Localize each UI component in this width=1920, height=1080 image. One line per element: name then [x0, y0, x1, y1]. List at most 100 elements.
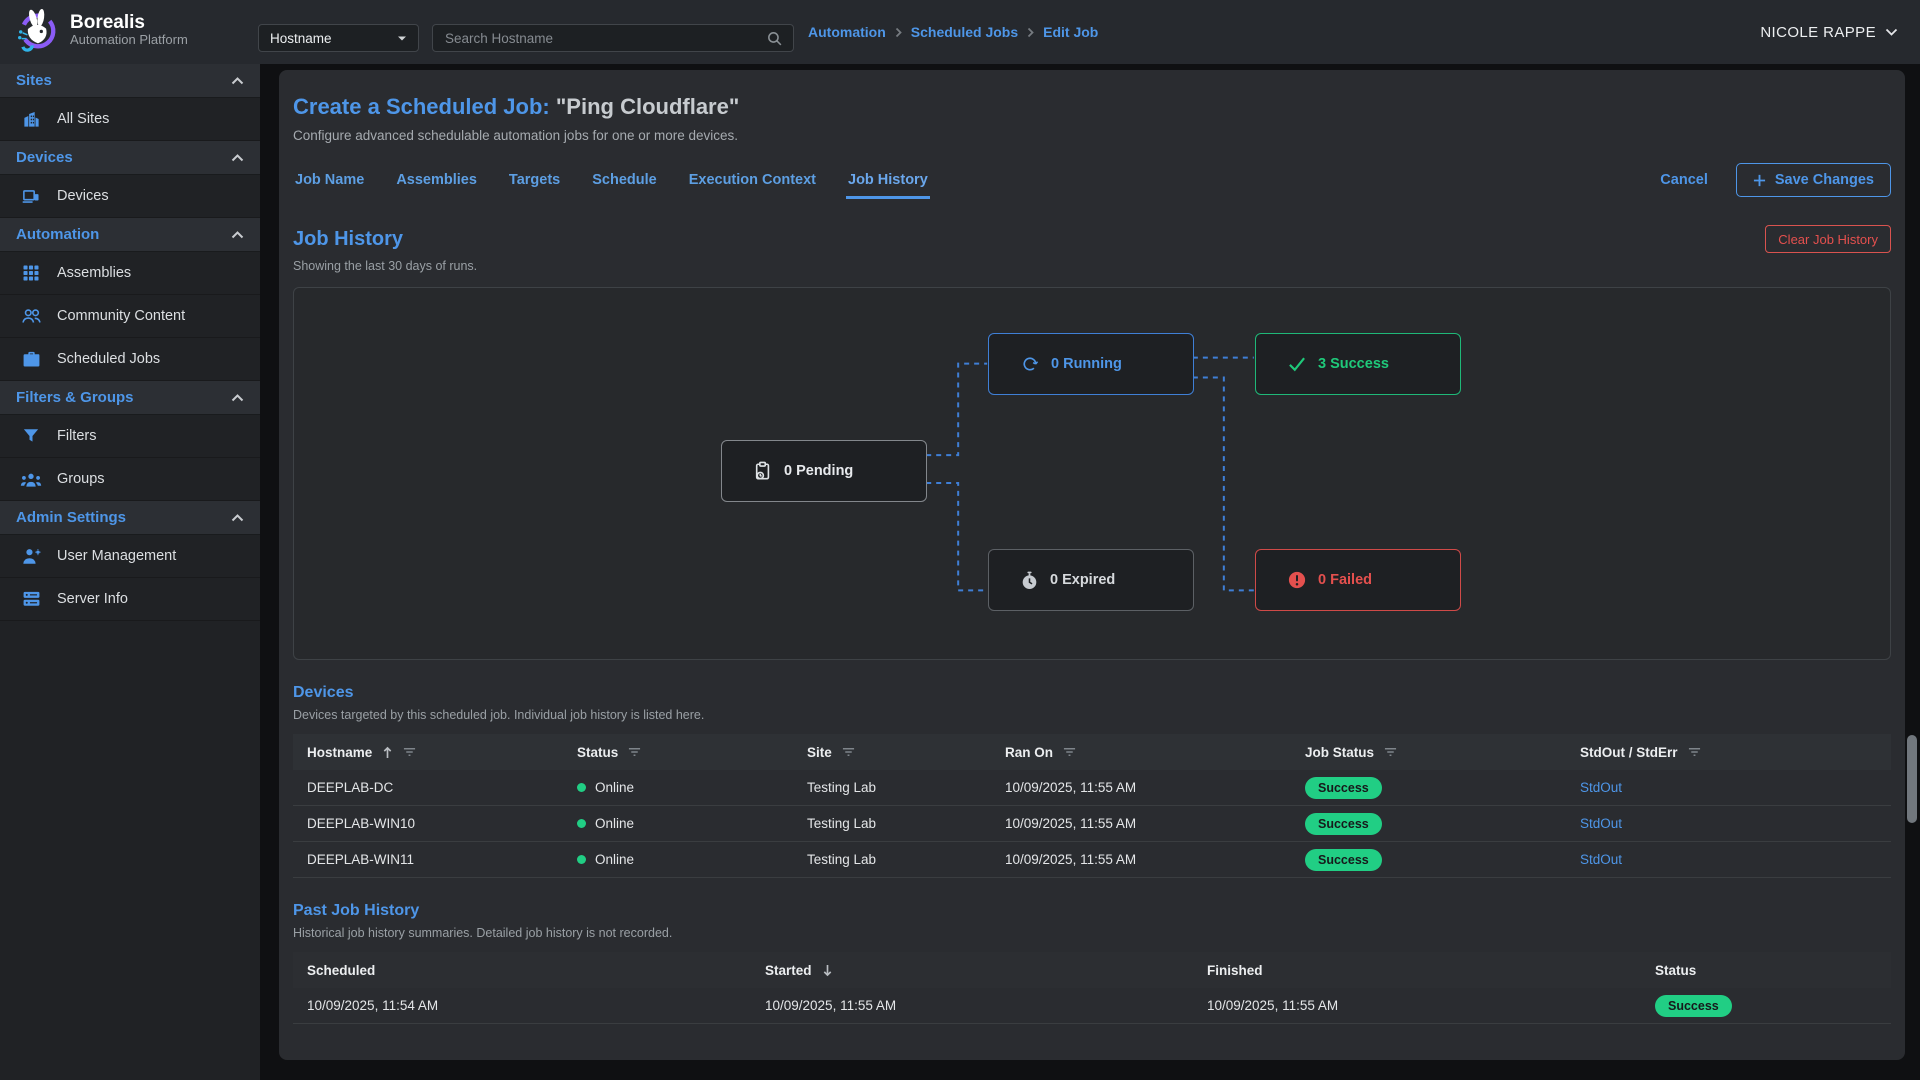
search-input[interactable]: [443, 29, 766, 47]
sidebar-section-devices[interactable]: Devices: [0, 141, 260, 175]
hostname-select-value: Hostname: [270, 30, 332, 46]
tab-job-name[interactable]: Job Name: [295, 171, 365, 188]
cell-scheduled: 10/09/2025, 11:54 AM: [307, 998, 439, 1013]
column-header-hostname[interactable]: Hostname: [307, 745, 577, 760]
sidebar-item-scheduled-jobs[interactable]: Scheduled Jobs: [0, 338, 260, 381]
breadcrumb-edit-job[interactable]: Edit Job: [1043, 24, 1099, 40]
column-label: Ran On: [1005, 744, 1054, 760]
sidebar-section-filters-groups[interactable]: Filters & Groups: [0, 381, 260, 415]
cell-job-status: Success: [1305, 812, 1580, 835]
sidebar-item-devices[interactable]: Devices: [0, 175, 260, 218]
filter-icon[interactable]: [403, 747, 416, 757]
sidebar-section-automation[interactable]: Automation: [0, 218, 260, 252]
chevron-right-icon: [1027, 27, 1034, 38]
column-header-started[interactable]: Started: [765, 963, 1207, 978]
sidebar-item-filters[interactable]: Filters: [0, 415, 260, 458]
stdout-link[interactable]: StdOut: [1580, 816, 1623, 831]
column-header-past-status[interactable]: Status: [1655, 963, 1891, 978]
device-table-row[interactable]: DEEPLAB-WIN10 Online Testing Lab 10/09/2…: [293, 806, 1891, 842]
sidebar-item-community-content[interactable]: Community Content: [0, 295, 260, 338]
tab-targets[interactable]: Targets: [508, 171, 561, 188]
past-job-history-subtitle: Historical job history summaries. Detail…: [293, 926, 673, 940]
cancel-button[interactable]: Cancel: [1660, 172, 1708, 188]
online-status-dot: [577, 783, 586, 792]
cell-job-status: Success: [1305, 848, 1580, 871]
funnel-icon: [20, 427, 42, 445]
cell-status: Online: [577, 852, 807, 867]
cell-ran-on: 10/09/2025, 11:55 AM: [1005, 852, 1137, 867]
plus-icon: [1753, 174, 1766, 187]
briefcase-icon: [20, 350, 42, 368]
sidebar-item-server-info[interactable]: Server Info: [0, 578, 260, 621]
tab-job-history[interactable]: Job History: [846, 162, 930, 199]
sidebar-item-groups[interactable]: Groups: [0, 458, 260, 501]
tab-execution-context[interactable]: Execution Context: [688, 171, 816, 188]
past-history-row[interactable]: 10/09/2025, 11:54 AM 10/09/2025, 11:55 A…: [293, 988, 1891, 1024]
tab-assemblies[interactable]: Assemblies: [396, 171, 477, 188]
device-table-row[interactable]: DEEPLAB-WIN11 Online Testing Lab 10/09/2…: [293, 842, 1891, 878]
item-label: Filters: [57, 428, 97, 444]
column-label: Finished: [1207, 962, 1263, 978]
column-label: StdOut / StdErr: [1580, 744, 1678, 760]
caret-down-icon: [397, 35, 407, 42]
status-text: Online: [595, 852, 635, 867]
past-job-history-heading: Past Job History: [293, 902, 420, 919]
column-header-site[interactable]: Site: [807, 745, 1005, 760]
column-label: Status: [577, 744, 619, 760]
column-header-ran-on[interactable]: Ran On: [1005, 745, 1305, 760]
breadcrumb-automation[interactable]: Automation: [808, 24, 886, 40]
column-label: Scheduled: [307, 962, 376, 978]
page-title-job-name: "Ping Cloudflare": [549, 94, 740, 119]
breadcrumb-scheduled-jobs[interactable]: Scheduled Jobs: [910, 24, 1019, 40]
chevron-up-icon: [231, 230, 244, 239]
sidebar-item-assemblies[interactable]: Assemblies: [0, 252, 260, 295]
sidebar-item-all-sites[interactable]: All Sites: [0, 98, 260, 141]
sync-arrows-icon: [1021, 355, 1039, 373]
column-label: Status: [1655, 962, 1697, 978]
sidebar-section-admin-settings[interactable]: Admin Settings: [0, 501, 260, 535]
cell-stdout: StdOut: [1580, 780, 1891, 795]
cell-hostname: DEEPLAB-WIN10: [307, 816, 416, 831]
stopwatch-icon: [1021, 571, 1038, 590]
chevron-up-icon: [231, 76, 244, 85]
sidebar-section-sites[interactable]: Sites: [0, 64, 260, 98]
stdout-link[interactable]: StdOut: [1580, 852, 1623, 867]
filter-icon[interactable]: [628, 747, 641, 757]
status-text: Online: [595, 780, 635, 795]
edit-job-card: Create a Scheduled Job: "Ping Cloudflare…: [279, 70, 1905, 1060]
flow-connectors: [926, 356, 1254, 592]
column-header-status[interactable]: Status: [577, 745, 807, 760]
breadcrumb: Automation Scheduled Jobs Edit Job: [808, 0, 1098, 64]
item-label: Scheduled Jobs: [57, 351, 161, 367]
column-header-stdout-stderr[interactable]: StdOut / StdErr: [1580, 745, 1891, 760]
job-history-header: Job History Clear Job History: [293, 225, 1891, 253]
column-header-job-status[interactable]: Job Status: [1305, 745, 1580, 760]
filter-icon[interactable]: [1384, 747, 1397, 757]
sort-desc-icon: [822, 964, 833, 977]
filter-icon[interactable]: [1688, 747, 1701, 757]
check-icon: [1288, 356, 1306, 372]
hostname-filter-select[interactable]: Hostname: [258, 24, 419, 52]
job-history-subtitle: Showing the last 30 days of runs.: [293, 259, 478, 273]
tab-schedule[interactable]: Schedule: [592, 171, 657, 188]
user-menu[interactable]: NICOLE RAPPE: [1760, 0, 1898, 64]
item-label: Assemblies: [57, 265, 132, 281]
clear-job-history-button[interactable]: Clear Job History: [1765, 225, 1891, 253]
success-badge: Success: [1305, 848, 1382, 871]
filter-icon[interactable]: [1063, 747, 1076, 757]
job-history-heading: Job History: [293, 227, 404, 250]
search-icon: [766, 30, 783, 47]
stdout-link[interactable]: StdOut: [1580, 780, 1623, 795]
item-label: All Sites: [57, 111, 110, 127]
column-header-finished[interactable]: Finished: [1207, 963, 1655, 978]
save-changes-button[interactable]: Save Changes: [1735, 163, 1891, 197]
filter-icon[interactable]: [842, 747, 855, 757]
devices-table-header: Hostname Status Site Ran On: [293, 734, 1891, 770]
column-header-scheduled[interactable]: Scheduled: [307, 963, 765, 978]
vertical-scrollbar-thumb[interactable]: [1907, 735, 1917, 823]
chevron-up-icon: [231, 393, 244, 402]
alert-circle-icon: [1288, 571, 1306, 589]
chevron-down-icon: [1885, 28, 1898, 36]
device-table-row[interactable]: DEEPLAB-DC Online Testing Lab 10/09/2025…: [293, 770, 1891, 806]
sidebar-item-user-management[interactable]: User Management: [0, 535, 260, 578]
